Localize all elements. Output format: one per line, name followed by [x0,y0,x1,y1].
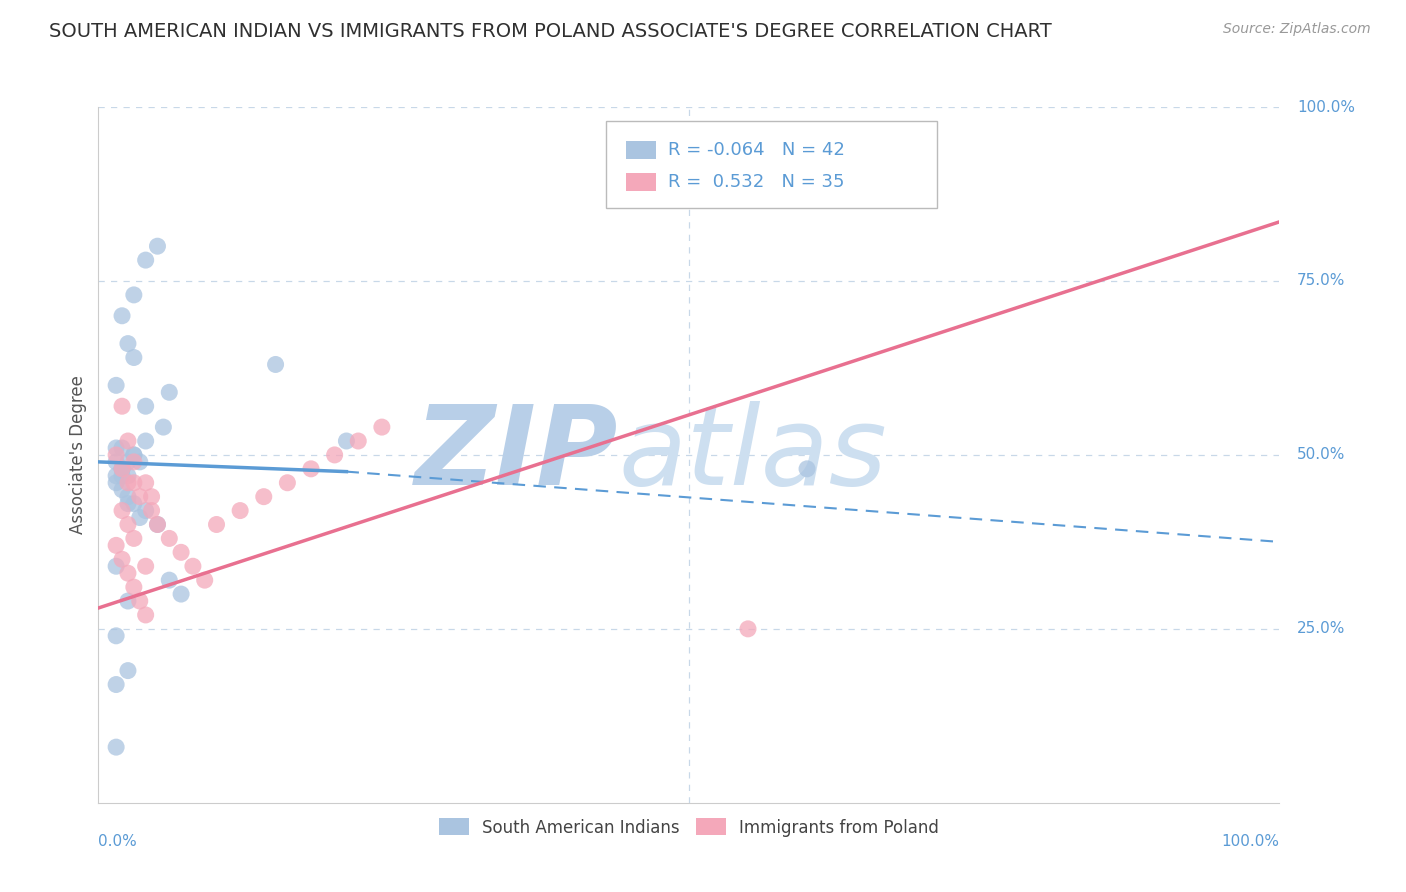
Point [111,441,134,455]
Point [135,559,157,574]
Point [122,351,145,365]
Point [371,420,394,434]
Text: atlas: atlas [619,401,887,508]
Point [170,587,193,601]
Point [135,434,157,448]
Point [122,448,145,462]
Y-axis label: Associate's Degree: Associate's Degree [69,376,87,534]
Point [111,399,134,413]
Text: 25.0%: 25.0% [1298,622,1346,636]
Text: 75.0%: 75.0% [1298,274,1346,288]
Point [128,455,150,469]
Point [264,358,287,372]
Point [111,503,134,517]
Point [105,441,128,455]
Point [117,475,139,490]
Point [157,573,180,587]
Point [111,483,134,497]
Point [229,503,252,517]
Point [335,434,357,448]
Point [122,455,145,469]
Point [194,573,217,587]
Point [135,607,157,622]
Point [299,462,322,476]
Point [111,468,134,483]
Point [157,385,180,400]
Point [122,532,145,546]
FancyBboxPatch shape [606,121,936,208]
Point [323,448,346,462]
Point [146,239,169,253]
FancyBboxPatch shape [626,173,655,191]
Point [117,336,139,351]
Point [117,566,139,581]
Point [105,468,128,483]
Point [122,288,145,302]
Point [122,580,145,594]
Point [111,309,134,323]
Point [205,517,228,532]
Point [737,622,759,636]
Point [152,420,174,434]
Point [117,434,139,448]
Point [105,455,128,469]
Point [105,378,128,392]
Point [105,740,128,755]
Point [105,677,128,691]
Point [105,629,128,643]
Point [117,468,139,483]
Point [111,462,134,476]
Text: SOUTH AMERICAN INDIAN VS IMMIGRANTS FROM POLAND ASSOCIATE'S DEGREE CORRELATION C: SOUTH AMERICAN INDIAN VS IMMIGRANTS FROM… [49,22,1052,41]
Point [146,517,169,532]
Point [105,448,128,462]
Point [796,462,818,476]
Point [117,497,139,511]
Point [135,475,157,490]
Point [128,490,150,504]
Text: Source: ZipAtlas.com: Source: ZipAtlas.com [1223,22,1371,37]
Text: 50.0%: 50.0% [1298,448,1346,462]
Point [276,475,298,490]
Point [253,490,276,504]
Point [111,462,134,476]
Point [128,594,150,608]
Point [117,517,139,532]
Point [181,559,204,574]
Text: 100.0%: 100.0% [1298,100,1355,114]
Point [170,545,193,559]
FancyBboxPatch shape [626,141,655,159]
Point [122,448,145,462]
Point [122,497,145,511]
Point [135,253,157,268]
Point [128,510,150,524]
Point [157,532,180,546]
Point [117,664,139,678]
Point [146,517,169,532]
Point [117,455,139,469]
Point [122,475,145,490]
Text: R =  0.532   N = 35: R = 0.532 N = 35 [668,173,844,191]
Point [111,462,134,476]
Point [135,399,157,413]
Point [105,475,128,490]
Point [141,490,163,504]
Point [117,594,139,608]
Point [105,559,128,574]
Point [141,503,163,517]
Point [117,490,139,504]
Text: R = -0.064   N = 42: R = -0.064 N = 42 [668,141,845,159]
Point [135,503,157,517]
Text: 0.0%: 0.0% [98,834,138,849]
Point [347,434,370,448]
Text: ZIP: ZIP [415,401,619,508]
Point [111,552,134,566]
Text: 100.0%: 100.0% [1222,834,1279,849]
Legend: South American Indians, Immigrants from Poland: South American Indians, Immigrants from … [432,812,946,843]
Point [105,538,128,552]
